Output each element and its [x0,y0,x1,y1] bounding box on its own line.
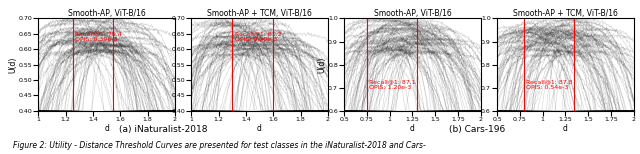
Text: Figure 2: Utility - Distance Threshold Curves are presented for test classes in : Figure 2: Utility - Distance Threshold C… [13,141,426,150]
Title: Smooth-AP, ViT-B/16: Smooth-AP, ViT-B/16 [374,9,451,18]
Title: Smooth-AP + TCM, ViT-B/16: Smooth-AP + TCM, ViT-B/16 [207,9,312,18]
X-axis label: d: d [563,124,568,133]
Text: Recall@1: 81.2
OPIS: 0.20e-3: Recall@1: 81.2 OPIS: 0.20e-3 [235,31,282,42]
Text: Recall@1: 87.8
OPIS: 0.54e-3: Recall@1: 87.8 OPIS: 0.54e-3 [526,80,573,91]
Title: Smooth-AP, ViT-B/16: Smooth-AP, ViT-B/16 [68,9,145,18]
Text: Recall@1: 79.4
OPIS: 0.39e-3: Recall@1: 79.4 OPIS: 0.39e-3 [76,31,122,42]
X-axis label: d: d [257,124,262,133]
Text: (a) iNaturalist-2018: (a) iNaturalist-2018 [119,126,207,134]
X-axis label: d: d [410,124,415,133]
Text: Recall@1: 87.1
OPIS: 1.20e-3: Recall@1: 87.1 OPIS: 1.20e-3 [369,80,415,91]
Y-axis label: U(d): U(d) [317,57,326,73]
Y-axis label: U(d): U(d) [8,57,17,73]
Title: Smooth-AP + TCM, ViT-B/16: Smooth-AP + TCM, ViT-B/16 [513,9,618,18]
X-axis label: d: d [104,124,109,133]
Text: (b) Cars-196: (b) Cars-196 [449,126,505,134]
